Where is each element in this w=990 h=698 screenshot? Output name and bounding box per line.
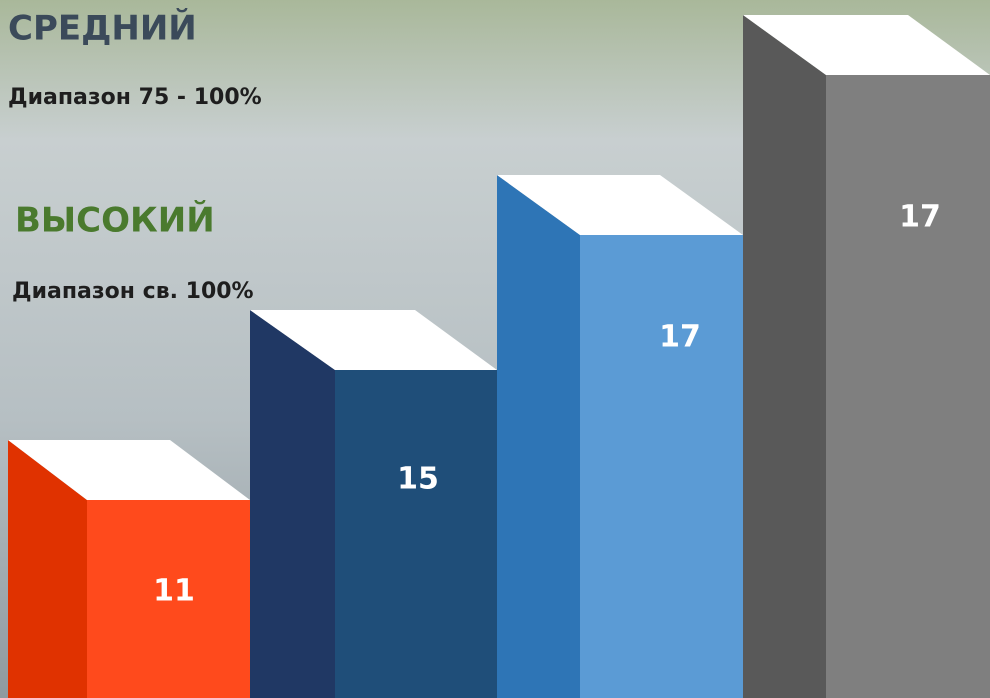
column-side (743, 15, 826, 698)
column-front (335, 370, 497, 698)
column-front (87, 500, 250, 698)
column-top (743, 15, 990, 75)
legend-title: СРЕДНИЙ (8, 8, 197, 49)
column-side (497, 175, 580, 698)
column (8, 440, 250, 698)
column (250, 310, 497, 698)
column-top (250, 310, 497, 370)
column (497, 175, 743, 698)
legend-range: Диапазон 75 - 100% (8, 85, 262, 110)
column-front (580, 235, 743, 698)
column-label: 17 (659, 320, 701, 355)
legend-title: ВЫСОКИЙ (15, 200, 215, 241)
column-label: 11 (153, 574, 195, 609)
column (743, 15, 990, 698)
column-top (497, 175, 743, 235)
column-side (8, 440, 87, 698)
column-label: 15 (397, 462, 439, 497)
column-label: 17 (899, 200, 941, 235)
column-top (8, 440, 250, 500)
column-front (826, 75, 990, 698)
column-side (250, 310, 335, 698)
legend-range: Диапазон св. 100% (12, 279, 254, 304)
